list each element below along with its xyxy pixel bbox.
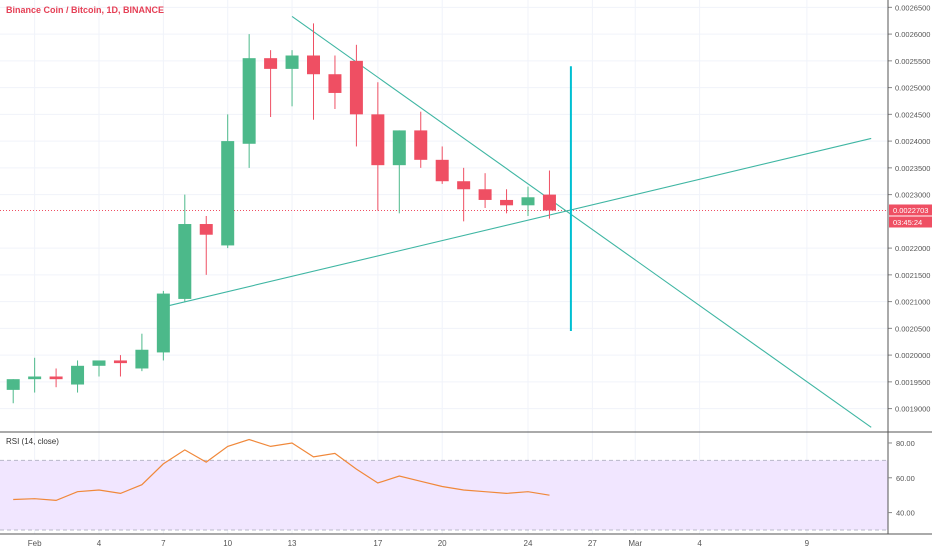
price-tick-label: 0.0019500 — [895, 378, 930, 387]
candle-up — [28, 376, 42, 380]
chart-title: Binance Coin / Bitcoin, 1D, BINANCE — [6, 5, 164, 15]
rsi-title: RSI (14, close) — [6, 437, 59, 446]
price-tick-label: 0.0024500 — [895, 110, 930, 119]
candle-up — [221, 141, 235, 246]
price-tick-label: 0.0020000 — [895, 351, 930, 360]
time-tick-label: 4 — [97, 539, 102, 548]
rsi-tick-label: 80.00 — [896, 439, 915, 448]
candles-layer — [6, 23, 556, 404]
time-tick-label: 4 — [697, 539, 702, 548]
rsi-tick-label: 40.00 — [896, 509, 915, 518]
candle-up — [392, 130, 406, 166]
rsi-layer — [0, 438, 888, 531]
price-tick-label: 0.0021500 — [895, 271, 930, 280]
price-tick-label: 0.0026000 — [895, 30, 930, 39]
trendline — [291, 15, 872, 428]
price-tick-label: 0.0024000 — [895, 137, 930, 146]
candle-down — [414, 130, 428, 160]
time-tick-label: 10 — [223, 539, 232, 548]
price-tick-label: 0.0022000 — [895, 244, 930, 253]
rsi-line — [13, 438, 550, 502]
candle-down — [199, 224, 213, 235]
candle-down — [113, 360, 127, 364]
candle-up — [285, 55, 299, 69]
last-price-tag — [889, 204, 932, 216]
rsi-band — [0, 460, 888, 530]
candle-down — [500, 199, 514, 206]
rsi-tick-label: 60.00 — [896, 474, 915, 483]
price-tick-label: 0.0019000 — [895, 405, 930, 414]
candle-up — [242, 58, 256, 144]
price-tick-label: 0.0023500 — [895, 164, 930, 173]
candle-down — [542, 194, 556, 211]
time-tick-label: 7 — [161, 539, 166, 548]
trendline — [163, 137, 872, 308]
time-tick-label: 24 — [524, 539, 533, 548]
candle-down — [435, 159, 449, 182]
candle-up — [92, 360, 106, 366]
candle-up — [521, 197, 535, 206]
grid-layer — [0, 0, 888, 534]
time-tick-label: 17 — [373, 539, 382, 548]
candle-down — [349, 60, 363, 115]
countdown-tag — [889, 216, 932, 228]
last-price-label: 0.0022703 — [893, 206, 928, 215]
candle-up — [135, 349, 149, 369]
drawings-layer — [0, 15, 888, 428]
candle-up — [178, 224, 192, 299]
time-tick-label: Mar — [628, 539, 642, 548]
time-tick-label: 27 — [588, 539, 597, 548]
time-tick-label: 9 — [805, 539, 810, 548]
candle-down — [457, 181, 471, 190]
candle-down — [307, 55, 320, 75]
price-tick-label: 0.0021000 — [895, 298, 930, 307]
time-tick-label: Feb — [28, 539, 42, 548]
price-tick-label: 0.0025500 — [895, 57, 930, 66]
price-tick-label: 0.0023000 — [895, 191, 930, 200]
candle-down — [49, 376, 63, 380]
candle-up — [71, 365, 85, 385]
price-tick-label: 0.0026500 — [895, 3, 930, 12]
candle-down — [328, 74, 342, 93]
candle-down — [371, 114, 385, 166]
candle-up — [156, 293, 170, 353]
countdown-label: 03:45:24 — [893, 218, 922, 227]
time-tick-label: 20 — [438, 539, 447, 548]
price-tick-label: 0.0020500 — [895, 324, 930, 333]
candle-up — [6, 379, 20, 390]
time-tick-label: 13 — [288, 539, 297, 548]
candle-down — [264, 58, 278, 69]
price-tick-label: 0.0025000 — [895, 84, 930, 93]
candle-down — [478, 189, 492, 200]
